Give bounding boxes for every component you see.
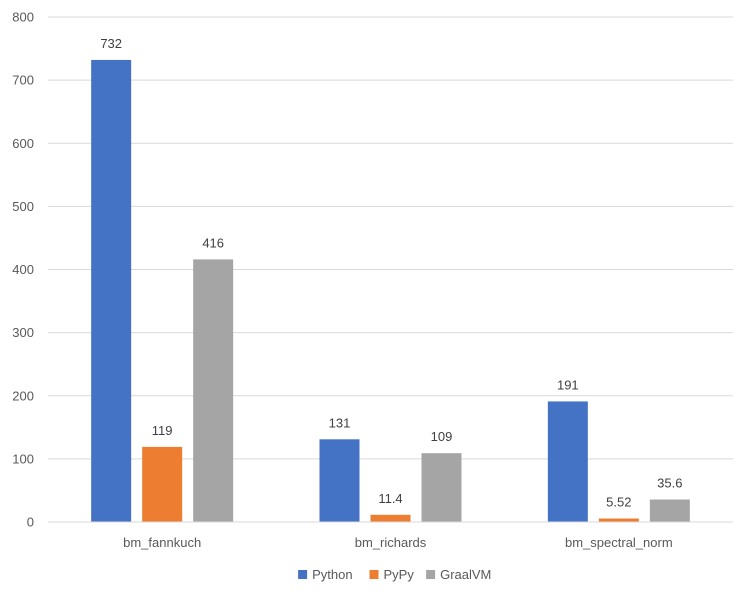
data-labels: 732 119 416 131 11.4 109 191 5.52 35.6 [100, 36, 682, 510]
data-label: 732 [100, 36, 122, 51]
data-label: 119 [152, 423, 173, 438]
bar-graalvm-bm-fannkuch [193, 259, 234, 522]
y-tick-label: 200 [12, 388, 34, 403]
data-label: 416 [202, 235, 224, 250]
x-tick-label: bm_fannkuch [123, 535, 201, 550]
bar-pypy-bm-spectral-norm [598, 518, 639, 522]
bar-python-bm-richards [319, 439, 360, 522]
data-label: 191 [557, 377, 579, 392]
y-axis: 0 100 200 300 400 500 600 700 800 [12, 10, 34, 530]
legend: Python PyPy GraalVM [298, 567, 491, 582]
legend-swatch-pypy [369, 570, 379, 579]
data-label: 5.52 [606, 495, 631, 510]
y-tick-label: 800 [12, 10, 34, 25]
x-tick-label: bm_spectral_norm [565, 535, 673, 550]
gridlines [48, 16, 733, 460]
bar-python-bm-spectral-norm [547, 401, 588, 522]
y-tick-label: 400 [12, 262, 34, 277]
bar-graalvm-bm-richards [421, 453, 462, 522]
x-axis: bm_fannkuch bm_richards bm_spectral_norm [48, 521, 733, 550]
data-label: 35.6 [657, 476, 682, 491]
y-tick-label: 100 [12, 451, 34, 466]
legend-swatch-python [298, 570, 308, 579]
legend-label-graalvm: GraalVM [440, 567, 491, 582]
data-label: 131 [329, 415, 351, 430]
y-tick-label: 600 [12, 136, 34, 151]
bar-graalvm-bm-spectral-norm [649, 499, 690, 522]
y-tick-label: 700 [12, 73, 34, 88]
y-tick-label: 300 [12, 325, 34, 340]
data-label: 11.4 [378, 491, 402, 506]
bars [91, 59, 690, 523]
y-tick-label: 500 [12, 199, 34, 214]
bar-python-bm-fannkuch [91, 59, 132, 523]
x-tick-label: bm_richards [355, 535, 427, 550]
legend-label-python: Python [312, 567, 352, 582]
legend-label-pypy: PyPy [384, 567, 415, 582]
y-tick-label: 0 [27, 515, 34, 530]
bar-pypy-bm-fannkuch [142, 446, 183, 522]
data-label: 109 [431, 429, 453, 444]
legend-swatch-graalvm [426, 570, 436, 579]
bar-pypy-bm-richards [370, 514, 411, 522]
